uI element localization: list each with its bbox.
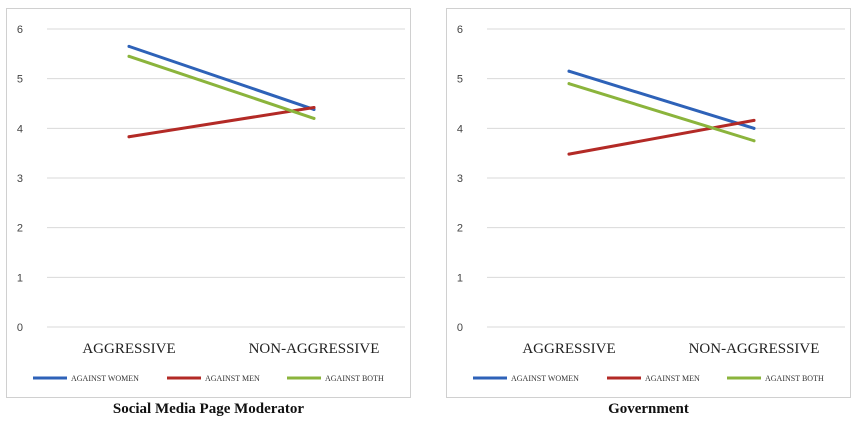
y-tick-label: 3 — [17, 173, 23, 185]
x-category-label: AGGRESSIVE — [82, 341, 175, 357]
y-tick-label: 5 — [17, 74, 23, 86]
legend-label-against-both: AGAINST BOTH — [765, 374, 824, 383]
data-point-against-women — [752, 126, 756, 130]
series-line-against-women — [127, 44, 316, 111]
y-tick-label: 3 — [457, 173, 463, 185]
chart-svg-government: 0 1 2 3 4 5 6 AGGRESSIVE NON-AGGRESSIVE AGAINST W… — [457, 24, 845, 383]
y-tick-label: 0 — [457, 322, 463, 334]
y-tick-label: 6 — [17, 24, 23, 36]
series-line-against-both — [567, 82, 756, 143]
data-point-against-both — [752, 139, 756, 143]
x-category-label: AGGRESSIVE — [522, 341, 615, 357]
data-point-against-men — [567, 152, 571, 156]
series-line-against-men — [567, 118, 756, 156]
data-point-against-women — [127, 44, 131, 48]
series-line-against-women — [567, 69, 756, 130]
y-tick-label: 4 — [457, 123, 463, 135]
chart-svg-moderator: 0 1 2 3 4 5 6 AGGRESSIVE NON-AGGRESSIVE AGAINST W… — [17, 24, 405, 383]
chart-panel-government: 0 1 2 3 4 5 6 AGGRESSIVE NON-AGGRESSIVE AGAINST W… — [446, 8, 851, 398]
legend-label-against-women: AGAINST WOMEN — [71, 374, 139, 383]
y-tick-label: 4 — [17, 123, 23, 135]
legend-label-against-men: AGAINST MEN — [645, 374, 700, 383]
data-point-against-men — [312, 105, 316, 109]
y-tick-label: 2 — [457, 223, 463, 235]
data-point-against-both — [127, 54, 131, 58]
legend-label-against-men: AGAINST MEN — [205, 374, 260, 383]
y-tick-label: 2 — [17, 223, 23, 235]
chart-panel-moderator: 0 1 2 3 4 5 6 AGGRESSIVE NON-AGGRESSIVE AGAINST W… — [6, 8, 411, 398]
x-category-label: NON-AGGRESSIVE — [689, 341, 820, 357]
legend-label-against-women: AGAINST WOMEN — [511, 374, 579, 383]
data-point-against-both — [312, 116, 316, 120]
y-tick-label: 5 — [457, 74, 463, 86]
x-category-label: NON-AGGRESSIVE — [249, 341, 380, 357]
y-tick-label: 0 — [17, 322, 23, 334]
series-line-against-both — [127, 54, 316, 120]
chart-caption-government: Government — [608, 401, 689, 417]
data-point-against-men — [127, 135, 131, 139]
data-point-against-women — [567, 69, 571, 73]
y-tick-label: 1 — [17, 272, 23, 284]
data-point-against-both — [567, 82, 571, 86]
legend-label-against-both: AGAINST BOTH — [325, 374, 384, 383]
chart-caption-moderator: Social Media Page Moderator — [112, 401, 305, 417]
data-point-against-men — [752, 118, 756, 122]
y-tick-label: 6 — [457, 24, 463, 36]
y-tick-label: 1 — [457, 272, 463, 284]
series-line-against-men — [127, 105, 316, 139]
